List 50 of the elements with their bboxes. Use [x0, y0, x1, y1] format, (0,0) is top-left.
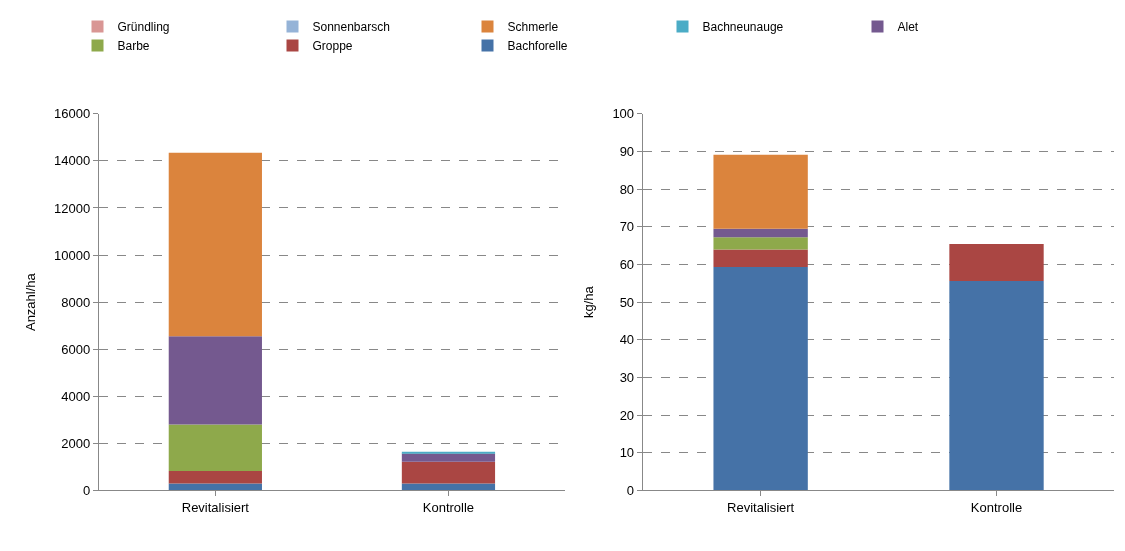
- bar: [949, 281, 1044, 491]
- y-tick-label: 80: [619, 181, 635, 197]
- y-tick-label: 10: [619, 445, 635, 461]
- y-tick-label: 100: [612, 106, 635, 122]
- y-tick-label: 14000: [54, 153, 91, 169]
- x-tick-label: Revitalisiert: [727, 500, 795, 516]
- bar: [168, 336, 262, 425]
- legend-label: Alet: [897, 20, 919, 35]
- bar: [168, 483, 262, 491]
- y-tick-label: 8000: [61, 294, 91, 310]
- y-tick-label: 0: [626, 483, 635, 499]
- x-tick-label: Kontrolle: [970, 500, 1023, 516]
- bar: [949, 244, 1044, 282]
- y-tick-label: 30: [619, 370, 635, 386]
- legend-label: Gründling: [117, 20, 170, 35]
- y-tick-label: 6000: [61, 341, 91, 357]
- bar: [713, 228, 808, 238]
- bar: [713, 249, 808, 268]
- bar: [713, 237, 808, 250]
- bar: [401, 451, 496, 454]
- legend-label: Schmerle: [507, 20, 559, 35]
- y-tick-label: 20: [619, 407, 635, 423]
- y-tick-label: 40: [619, 332, 635, 348]
- y-tick-label: 60: [619, 257, 635, 273]
- y-tick-label: 12000: [54, 200, 91, 216]
- legend-label: Barbe: [117, 39, 150, 54]
- y-tick-label: 4000: [61, 388, 91, 404]
- x-tick-label: Revitalisiert: [181, 500, 250, 516]
- bar: [168, 152, 262, 337]
- bar: [401, 461, 496, 484]
- y-axis-title: Anzahl/ha: [22, 272, 38, 332]
- legend-label: Bachforelle: [507, 39, 568, 54]
- y-tick-label: 70: [619, 219, 635, 235]
- y-tick-label: 0: [82, 483, 91, 499]
- bar: [168, 424, 262, 471]
- bar: [401, 453, 496, 462]
- bar: [713, 267, 808, 491]
- bar: [713, 154, 808, 229]
- y-tick-label: 10000: [54, 247, 91, 263]
- y-tick-label: 2000: [61, 435, 91, 451]
- y-tick-label: 50: [619, 294, 635, 310]
- y-axis-title: kg/ha: [581, 285, 597, 319]
- y-tick-label: 90: [619, 144, 635, 160]
- legend-label: Groppe: [312, 39, 353, 54]
- legend-label: Bachneunauge: [702, 20, 784, 35]
- y-tick-label: 16000: [54, 106, 91, 122]
- x-tick-label: Kontrolle: [422, 500, 475, 516]
- bar: [401, 483, 496, 491]
- bar: [168, 470, 262, 484]
- legend-label: Sonnenbarsch: [312, 20, 390, 35]
